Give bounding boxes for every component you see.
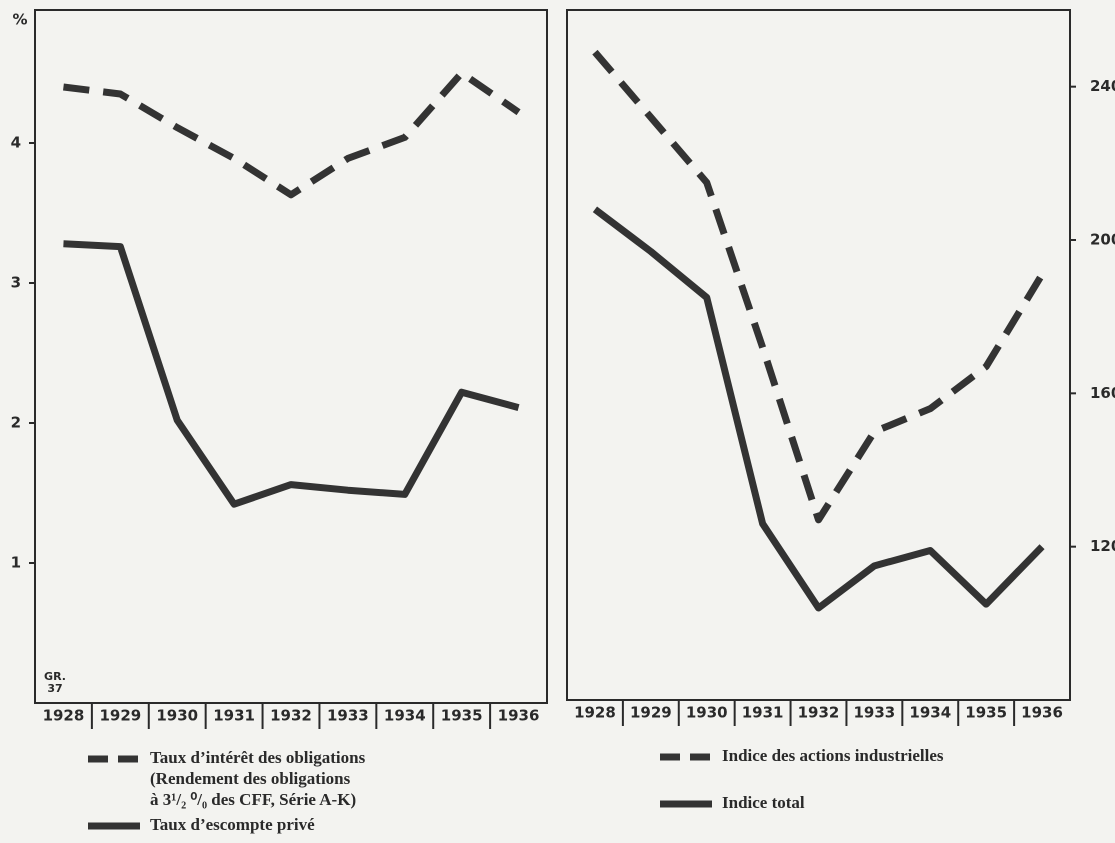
y-tick-label: 120 <box>1090 537 1115 555</box>
legend-label: Indice des actions industrielles <box>722 746 944 765</box>
data-line <box>592 206 1045 612</box>
x-tick-label: 1928 <box>574 704 616 722</box>
annotation: GR. <box>44 670 66 683</box>
data-line <box>592 49 1046 524</box>
y-tick-label: 240 <box>1090 77 1115 95</box>
x-tick-label: 1936 <box>1021 704 1063 722</box>
x-tick-label: 1929 <box>630 704 672 722</box>
y-tick-label: 2 <box>11 414 21 432</box>
x-tick-label: 1936 <box>498 707 540 725</box>
x-tick-label: 1933 <box>327 707 369 725</box>
y-tick-label: 160 <box>1090 384 1115 402</box>
legend-label: Indice total <box>722 793 805 812</box>
y-tick-label: 1 <box>11 554 21 572</box>
legend-detail: (Rendement des obligations <box>150 769 351 788</box>
x-tick-label: 1935 <box>965 704 1007 722</box>
x-tick-label: 1934 <box>909 704 951 722</box>
x-tick-label: 1928 <box>43 707 85 725</box>
data-line <box>63 69 521 199</box>
x-tick-label: 1933 <box>854 704 896 722</box>
plot-frame <box>34 9 548 704</box>
x-tick-label: 1932 <box>798 704 840 722</box>
legend-label: Taux d’intérêt des obligations <box>150 748 366 767</box>
x-tick-label: 1929 <box>99 707 141 725</box>
x-tick-label: 1930 <box>156 707 198 725</box>
x-tick-label: 1931 <box>213 707 255 725</box>
y-tick-label: 4 <box>11 134 21 152</box>
x-tick-label: 1932 <box>270 707 312 725</box>
annotation: 37 <box>47 682 62 695</box>
x-tick-label: 1931 <box>742 704 784 722</box>
x-tick-label: 1934 <box>384 707 426 725</box>
legend-label: Taux d’escompte privé <box>150 815 315 834</box>
legend-detail: à 3¹/₂ ⁰/₀ des CFF, Série A-K) <box>150 790 356 809</box>
y-tick-label: 3 <box>11 274 21 292</box>
x-tick-label: 1935 <box>441 707 483 725</box>
x-tick-label: 1930 <box>686 704 728 722</box>
y-tick-label: 200 <box>1090 231 1115 249</box>
y-unit: % <box>12 11 27 29</box>
data-line <box>63 240 520 508</box>
plot-frame <box>566 9 1071 701</box>
